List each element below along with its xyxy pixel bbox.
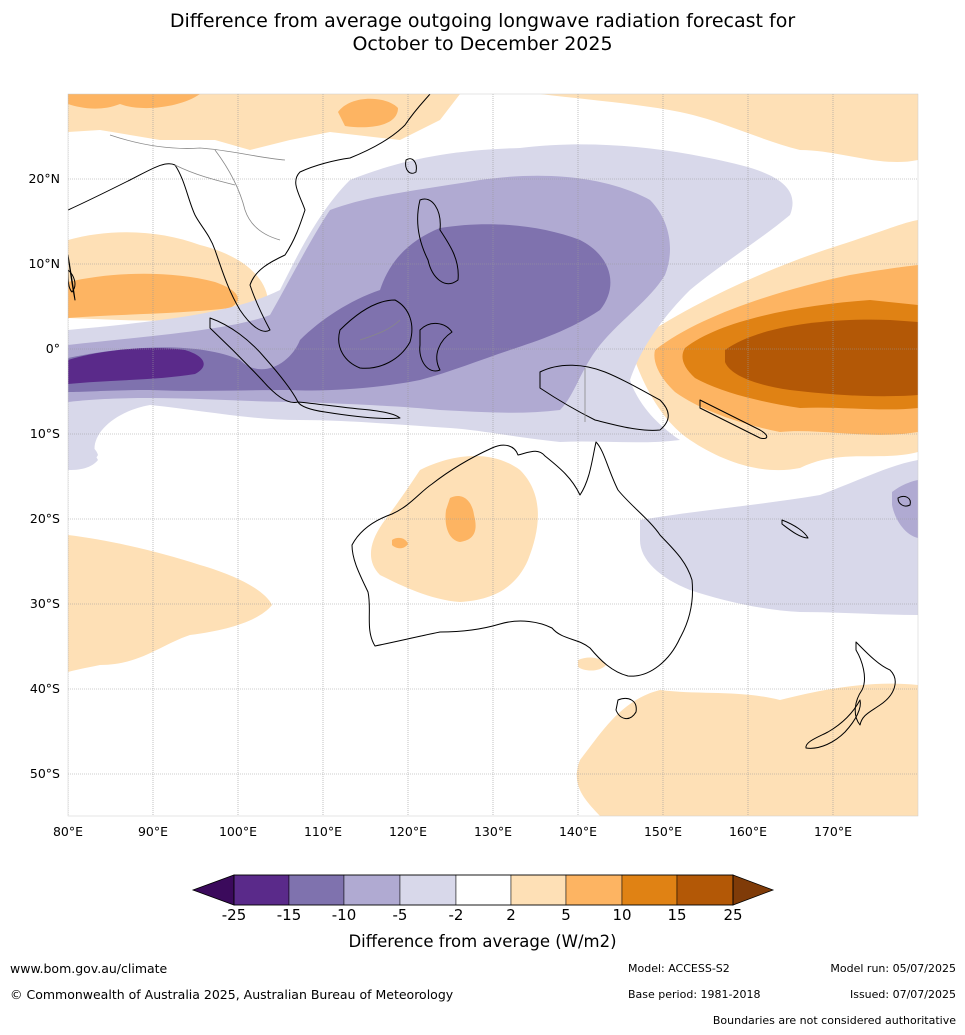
colorbar-seg-8	[621, 874, 678, 906]
lat-label-30s: 30°S	[29, 596, 60, 611]
colorbar-extend-high	[732, 874, 775, 906]
new-zealand-north-coastline	[854, 641, 896, 726]
colorbar-seg-4	[399, 874, 457, 906]
lon-label-90e: 90°E	[137, 824, 169, 839]
lon-label-120e: 120°E	[388, 824, 427, 839]
colorbar-seg-7	[565, 874, 623, 906]
philippines-coastline	[417, 198, 459, 285]
lon-label-80e: 80°E	[52, 824, 84, 839]
colorbar-tick: 2	[506, 906, 516, 924]
colorbar-extend-low	[191, 874, 235, 906]
colorbar-tick: -5	[392, 906, 408, 924]
lon-label-140e: 140°E	[558, 824, 597, 839]
java-coastline	[297, 401, 401, 420]
colorbar-seg-5	[455, 874, 512, 906]
lat-label-20s: 20°S	[29, 511, 60, 526]
positive-anomaly-southern-ocean	[576, 683, 918, 816]
lat-label-0: 0°	[45, 341, 60, 356]
colorbar-seg-3	[343, 874, 401, 906]
colorbar-seg-1	[233, 874, 290, 906]
australia-coastline	[351, 441, 693, 677]
positive-anomaly-top-left-core	[68, 94, 200, 109]
lon-label-130e: 130°E	[473, 824, 512, 839]
tasmania-coastline	[615, 698, 637, 719]
lat-label-40s: 40°S	[29, 681, 60, 696]
asia-mainland-coastline	[68, 94, 431, 332]
lon-label-110e: 110°E	[303, 824, 342, 839]
colorbar-seg-2	[288, 874, 345, 906]
colorbar-tick: -15	[276, 906, 302, 924]
lat-label-10s: 10°S	[29, 426, 60, 441]
title-line-1: Difference from average outgoing longwav…	[169, 10, 796, 32]
new-caledonia-coastline	[781, 519, 809, 539]
india-coastline	[68, 254, 76, 301]
taiwan-coastline	[405, 158, 417, 174]
borders	[109, 134, 586, 422]
positive-anomaly-indian-ocean	[68, 535, 272, 672]
lon-label-100e: 100°E	[218, 824, 257, 839]
colorbar-tick: 25	[723, 906, 743, 924]
boundaries-disclaimer: Boundaries are not considered authoritat…	[712, 1014, 956, 1027]
colorbar-tick: -2	[448, 906, 464, 924]
lon-label-160e: 160°E	[728, 824, 767, 839]
model-name: Model: ACCESS-S2	[628, 962, 730, 975]
positive-anomaly-bight	[578, 657, 606, 671]
lat-label-10n: 10°N	[28, 256, 60, 271]
positive-anomaly-australia-small	[392, 537, 408, 549]
negative-anomaly-west-small	[68, 439, 98, 470]
negative-anomaly-east-australia-core	[892, 480, 918, 538]
copyright-text: © Commonwealth of Australia 2025, Austra…	[10, 987, 454, 1002]
borneo-coastline	[338, 299, 413, 369]
model-run-date: Model run: 05/07/2025	[830, 962, 956, 975]
lon-label-150e: 150°E	[643, 824, 682, 839]
website-link[interactable]: www.bom.gov.au/climate	[10, 961, 168, 976]
colorbar	[191, 874, 775, 906]
new-guinea-coastline	[539, 364, 669, 431]
map-canvas	[68, 94, 918, 816]
lat-label-20n: 20°N	[28, 171, 60, 186]
positive-anomaly-northeast-strip	[540, 94, 918, 163]
issued-date: Issued: 07/07/2025	[849, 988, 956, 1001]
colorbar-seg-9	[676, 874, 734, 906]
negative-anomaly-east-australia	[640, 460, 918, 615]
colorbar-seg-6	[510, 874, 567, 906]
fiji-coastline	[897, 495, 911, 507]
positive-anomaly-central-pacific-peak	[725, 319, 918, 397]
negative-anomaly-indian-ocean-peak	[68, 348, 204, 384]
positive-anomaly-north-china-core	[338, 98, 398, 128]
title-line-2: October to December 2025	[352, 33, 613, 55]
lat-label-50s: 50°S	[29, 766, 60, 781]
colorbar-tick: -25	[221, 906, 247, 924]
graticule	[68, 94, 918, 816]
lon-label-170e: 170°E	[813, 824, 852, 839]
base-period: Base period: 1981-2018	[628, 988, 761, 1001]
colorbar-label: Difference from average (W/m2)	[348, 932, 617, 951]
map-title: Difference from average outgoing longwav…	[0, 10, 965, 56]
colorbar-tick: 10	[612, 906, 632, 924]
new-zealand-south-coastline	[805, 699, 861, 749]
colorbar-tick: -10	[331, 906, 357, 924]
map-frame	[67, 93, 919, 817]
colorbar-frame	[233, 874, 734, 906]
positive-anomaly-bay-of-bengal-core	[68, 273, 238, 318]
negative-anomaly-maritime-core	[68, 224, 611, 392]
sulawesi-coastline	[419, 323, 453, 372]
colorbar-tick: 5	[561, 906, 571, 924]
colorbar-tick: 15	[667, 906, 687, 924]
solomon-islands-coastline	[699, 399, 768, 439]
